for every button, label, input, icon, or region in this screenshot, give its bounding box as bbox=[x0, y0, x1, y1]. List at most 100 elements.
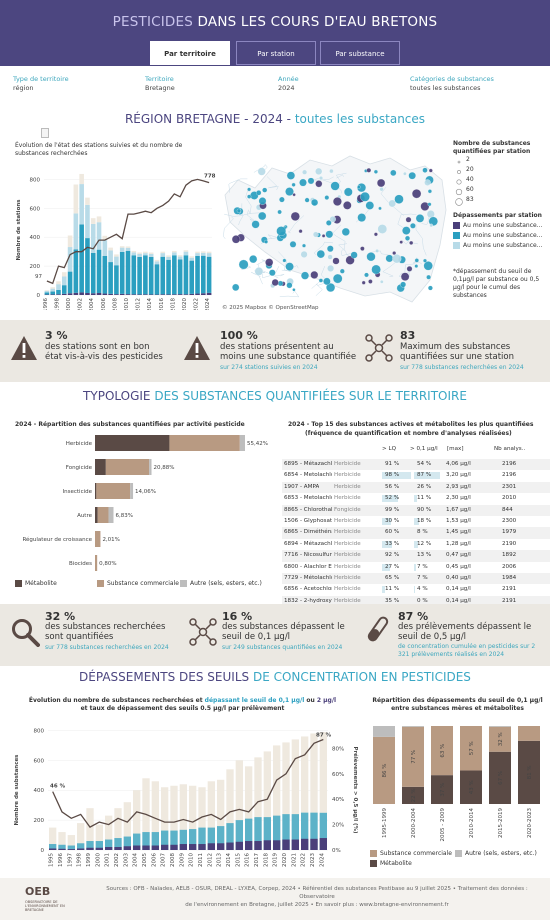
exceed-bar bbox=[67, 835, 75, 850]
station-marker bbox=[405, 216, 412, 223]
legend-color-1[interactable]: Au moins une substance... bbox=[453, 222, 542, 229]
exceed-bar bbox=[123, 802, 131, 850]
bar-segment bbox=[61, 293, 67, 295]
filter-label-annee: Année bbox=[278, 75, 299, 83]
station-map[interactable] bbox=[220, 140, 448, 315]
table-cell-lq: 65 % bbox=[385, 575, 400, 581]
molecule-icon bbox=[189, 618, 217, 646]
station-marker bbox=[373, 169, 378, 174]
table-row[interactable]: 7729 - Métolachlore NOA 4..Herbicide 65 %… bbox=[282, 573, 550, 585]
exceed-bar bbox=[133, 833, 141, 850]
tab-par-substance[interactable]: Par substance bbox=[320, 41, 400, 65]
bar-segment bbox=[189, 260, 195, 294]
station-marker bbox=[323, 277, 331, 286]
exceed-bar bbox=[254, 817, 262, 850]
bar-segment bbox=[172, 294, 177, 295]
table-cell-s01: 26 % bbox=[417, 483, 432, 490]
activity-legend-autre: Autre (sels, esters, etc.) bbox=[180, 580, 262, 587]
split-bar-autre bbox=[489, 726, 511, 727]
table-cell-type: Herbicide bbox=[334, 518, 361, 524]
table-row[interactable]: 6895 - Métazachlore ESAHerbicide 91 % 54 %… bbox=[282, 459, 550, 471]
table-row[interactable]: 6894 - Métazachlore OXAHerbicide 33 % 12 %… bbox=[282, 539, 550, 550]
bar-segment bbox=[154, 264, 160, 295]
x-tick-label: 2022 bbox=[301, 853, 307, 867]
y2-tick-label: 80% bbox=[332, 746, 344, 752]
station-marker bbox=[400, 272, 410, 281]
x-tick-label: 2002 bbox=[78, 298, 84, 310]
x-tick-label: 1995 bbox=[49, 853, 55, 867]
bar-segment bbox=[206, 292, 212, 295]
table-row[interactable]: 1832 - 2-hydroxy atrazineHerbicide 35 % 0 … bbox=[282, 595, 550, 608]
filter-territoire-select[interactable]: Bretagne bbox=[145, 84, 175, 92]
station-marker bbox=[312, 231, 319, 238]
bar-segment bbox=[154, 259, 160, 262]
exceed-rate-line bbox=[52, 738, 324, 828]
table-row[interactable]: 1506 - Glyphosate Herbicide 30 % 18 % 1,53 µ… bbox=[282, 516, 550, 527]
station-marker bbox=[427, 189, 432, 194]
table-row[interactable]: 7716 - Nicosulfuron ASDMHerbicide 92 % 13 … bbox=[282, 550, 550, 562]
exceed-bar bbox=[226, 769, 234, 850]
legend-color-3[interactable]: Au moins une substance... bbox=[453, 242, 542, 249]
station-marker bbox=[360, 246, 365, 251]
split-bar-commerciale bbox=[402, 726, 424, 787]
station-marker bbox=[254, 267, 264, 276]
station-marker bbox=[415, 214, 425, 223]
kpi-max-value: 83 bbox=[400, 329, 416, 342]
station-marker bbox=[247, 187, 252, 192]
bar-segment bbox=[96, 292, 102, 295]
table-row[interactable]: 1907 - AMPA Herbicide 56 % 26 % 2,93 µg/l 230… bbox=[282, 481, 550, 494]
bar-segment bbox=[61, 285, 67, 294]
reset-icon[interactable] bbox=[41, 128, 49, 138]
tab-par-station[interactable]: Par station bbox=[236, 41, 316, 65]
bar-segment bbox=[166, 255, 171, 257]
bar-segment bbox=[183, 294, 189, 295]
station-marker bbox=[410, 222, 416, 229]
kpi-quantified-value: 32 % bbox=[45, 610, 76, 623]
split-top-label: 32 % bbox=[498, 732, 504, 746]
exceed-bar bbox=[291, 814, 299, 850]
table-row[interactable]: 8865 - Chlorothalonil-R471..Fongicide 99 … bbox=[282, 504, 550, 516]
table-row[interactable]: 6800 - Alachlor ESAHerbicide 27 % 7 % 0,45 … bbox=[282, 562, 550, 573]
station-marker bbox=[300, 250, 308, 258]
river bbox=[256, 259, 268, 265]
station-marker bbox=[343, 187, 353, 197]
station-marker bbox=[332, 257, 340, 265]
tab-par-territoire[interactable]: Par territoire bbox=[150, 41, 230, 65]
table-cell-name: 7716 - Nicosulfuron ASDM bbox=[284, 552, 332, 559]
bar-segment bbox=[108, 247, 113, 251]
table-row[interactable]: 6854 - Metolachlor ESAHerbicide 98 % 87 % 3… bbox=[282, 470, 550, 481]
table-cell-max: 0,47 µg/l bbox=[446, 552, 471, 559]
station-marker bbox=[264, 239, 269, 244]
bar-segment bbox=[56, 281, 61, 285]
station-marker bbox=[326, 282, 336, 293]
station-marker bbox=[414, 258, 419, 263]
table-cell-name: 6856 - Acetochlor ESA bbox=[284, 586, 332, 593]
station-marker bbox=[361, 280, 366, 285]
bar-segment bbox=[183, 255, 189, 295]
activity-category-label: Autre bbox=[77, 513, 93, 519]
station-marker bbox=[315, 167, 323, 175]
table-cell-max: 0,14 µg/l bbox=[446, 586, 471, 593]
table-cell-s01: 87 % bbox=[417, 472, 432, 479]
filter-annee-select[interactable]: 2024 bbox=[278, 84, 295, 92]
station-marker bbox=[321, 234, 326, 238]
size-83: 83 bbox=[466, 196, 474, 203]
size-legend-circle bbox=[456, 179, 462, 185]
filter-categories-select[interactable]: toutes les substances bbox=[410, 84, 481, 92]
table-row[interactable]: 6853 - Metolachlor OXAHerbicide 52 % 11 % 2… bbox=[282, 493, 550, 504]
exceed-bar bbox=[58, 844, 66, 850]
river bbox=[274, 266, 285, 277]
table-row[interactable]: 6865 - Diméthénamide ESAHerbicide 60 % 8 %… bbox=[282, 527, 550, 539]
bar-segment bbox=[148, 256, 154, 295]
legend-color-2[interactable]: Au moins une substance... bbox=[453, 232, 542, 239]
station-marker bbox=[357, 213, 367, 222]
table-row[interactable]: 6856 - Acetochlor ESAHerbicide 11 % 4 % 0,1… bbox=[282, 584, 550, 595]
station-marker bbox=[420, 201, 430, 211]
station-marker bbox=[302, 169, 308, 175]
station-marker bbox=[408, 171, 416, 180]
oeb-logo[interactable]: OEB bbox=[25, 885, 51, 898]
filter-type-select[interactable]: région bbox=[13, 84, 34, 92]
station-marker bbox=[429, 223, 433, 228]
x-tick-label: 2019 bbox=[273, 853, 279, 867]
x-tick-label: 2010 bbox=[189, 853, 195, 867]
